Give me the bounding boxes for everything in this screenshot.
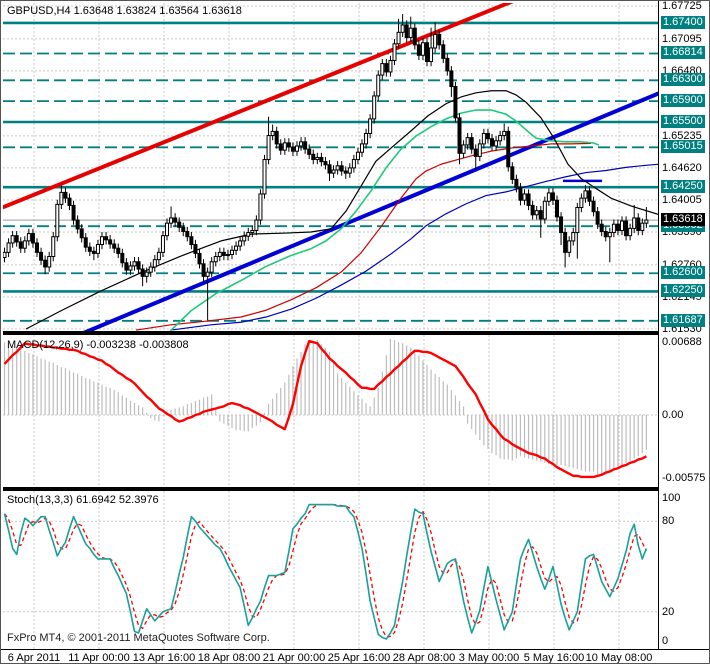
support-resistance-lines <box>3 21 658 322</box>
grid-layer <box>3 3 658 649</box>
moving-averages <box>25 90 658 331</box>
stochastic-layer <box>3 503 648 640</box>
macd-layer <box>3 338 647 479</box>
candlestick-layer <box>3 14 649 321</box>
trend-lines <box>3 3 658 331</box>
frame-layer <box>1 1 709 650</box>
